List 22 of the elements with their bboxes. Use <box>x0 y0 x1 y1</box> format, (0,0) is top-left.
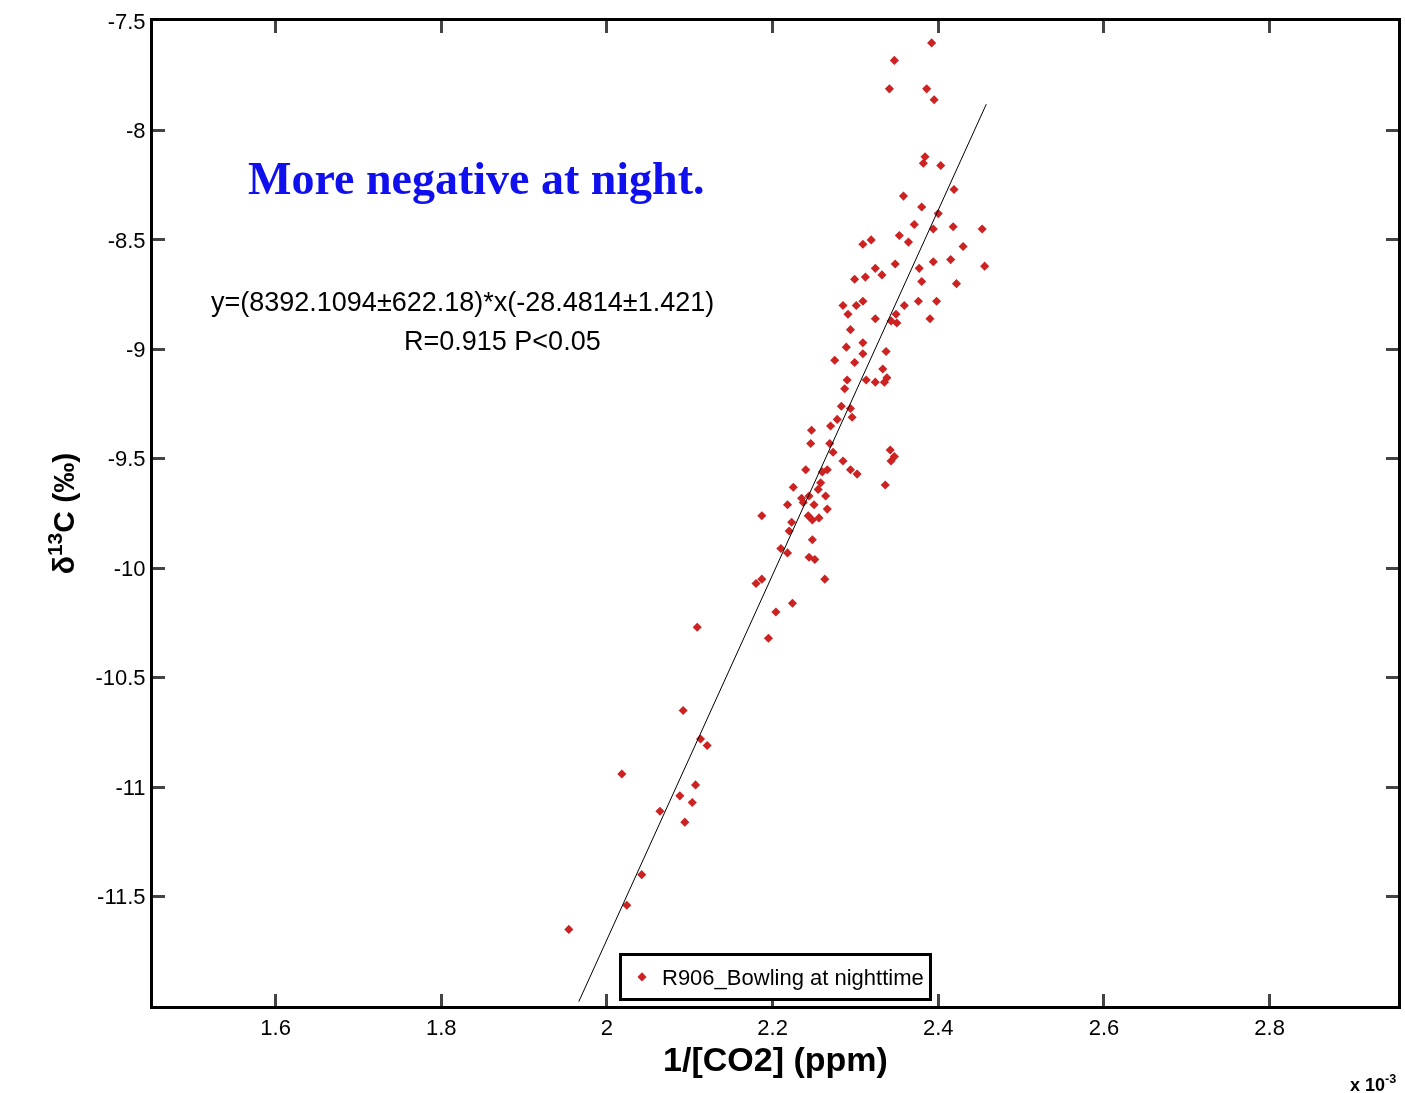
annotation: y=(8392.1094±622.18)*x(-28.4814±1.421) <box>211 287 715 317</box>
legend-label: R906_Bowling at nighttime <box>662 965 924 991</box>
x-tick-label: 2.6 <box>1088 1015 1120 1041</box>
x-tick-label: 2.4 <box>922 1015 954 1041</box>
x-tick-label: 2 <box>600 1015 614 1041</box>
y-tick-label: -11.5 <box>97 884 146 910</box>
x-tick-label: 1.8 <box>425 1015 457 1041</box>
x-tick-label: 1.6 <box>260 1015 291 1041</box>
annotation: More negative at night. <box>248 153 705 204</box>
annotation: R=0.915 P<0.05 <box>404 326 601 356</box>
y-tick-label: -10 <box>113 555 146 581</box>
y-tick-label: -7.5 <box>107 8 146 34</box>
y-tick-label: -10.5 <box>95 665 146 691</box>
text: x 10$^{-3}$ <box>1350 1072 1397 1093</box>
x-tick-label: 2.2 <box>757 1015 788 1041</box>
x-axis-title: 1/[CO2] (ppm) <box>663 1040 888 1079</box>
y-tick-label: -8.5 <box>107 227 146 253</box>
x-tick-label: 2.8 <box>1254 1015 1285 1041</box>
y-tick-label: -9 <box>126 337 146 363</box>
y-tick-label: -11 <box>115 774 146 800</box>
y-tick-label: -9.5 <box>107 446 146 472</box>
y-tick-label: -8 <box>126 118 146 144</box>
